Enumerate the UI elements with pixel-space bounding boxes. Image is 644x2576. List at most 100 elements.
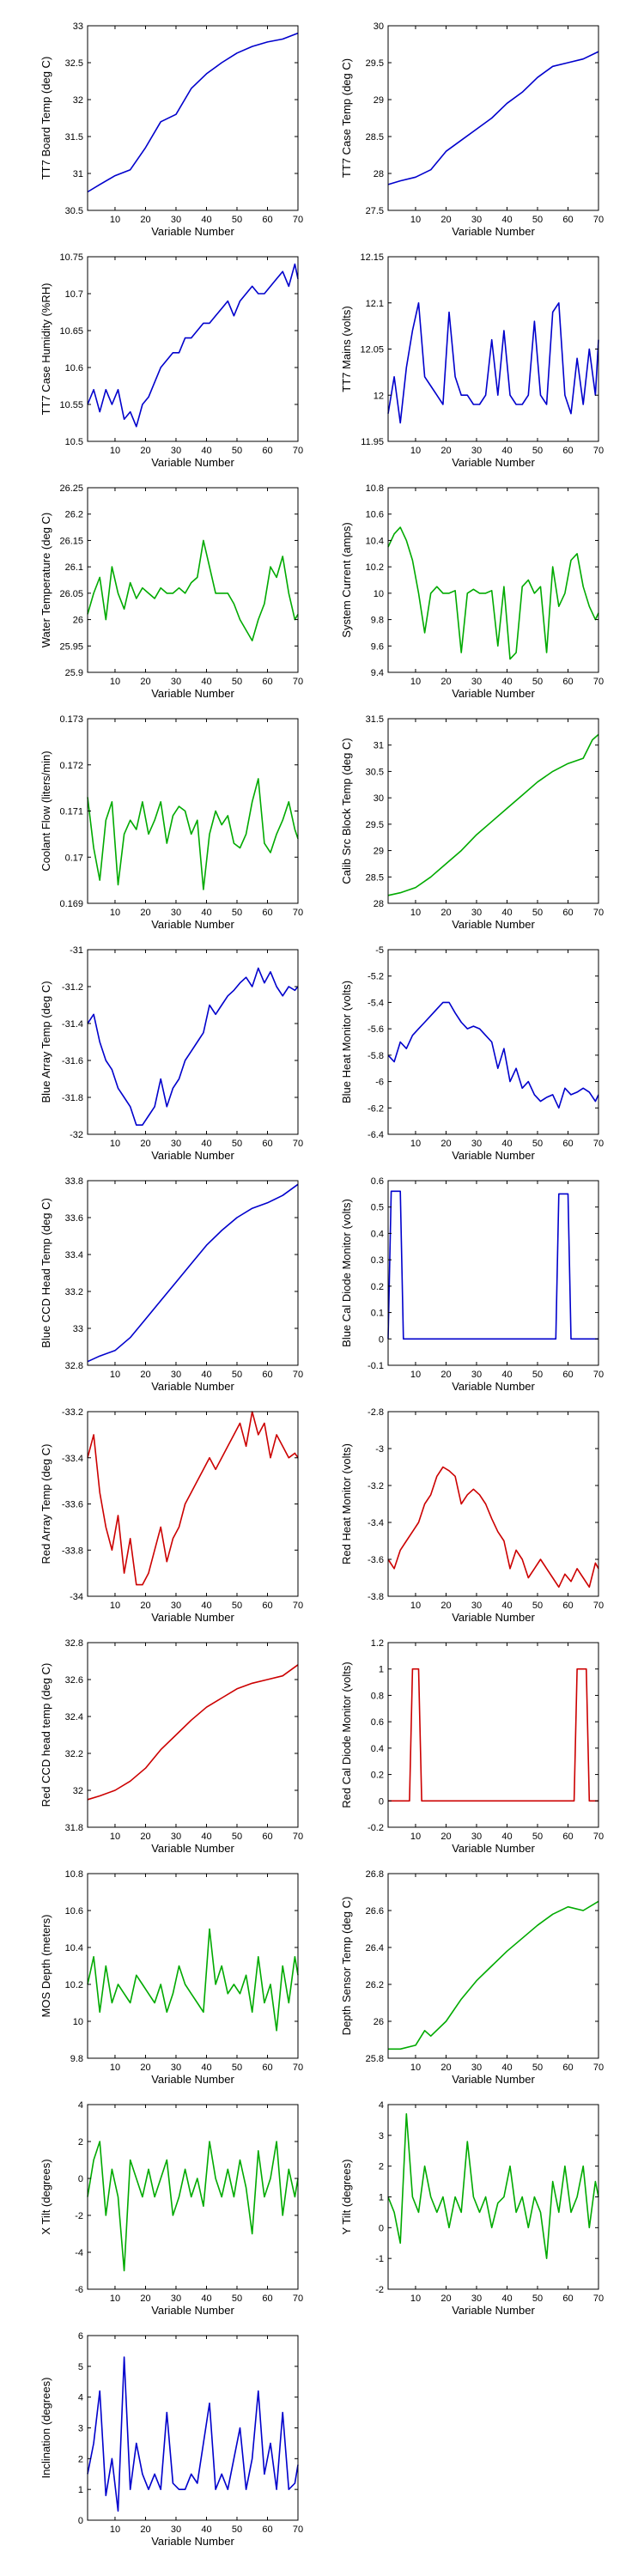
series-line — [87, 2356, 299, 2512]
plot-frame — [87, 949, 299, 1135]
x-tick-label: 20 — [140, 215, 150, 225]
series-line — [388, 1668, 598, 1802]
y-tick-label: 10.6 — [65, 363, 83, 374]
x-tick-label: 60 — [562, 1370, 573, 1380]
y-tick-label: 32.6 — [65, 1675, 83, 1686]
y-tick-label: -31.4 — [62, 1019, 83, 1030]
x-tick-label: 50 — [532, 677, 543, 687]
subplot-14: 10 20 30 40 50 60 70 -3.8 -3.6 -3.4 -3.2 -3 -2.8 Vari… — [340, 1407, 604, 1624]
y-tick-label: 2 — [78, 2454, 83, 2464]
x-tick-label: 50 — [232, 2524, 242, 2535]
y-tick-label: 10.6 — [366, 510, 384, 520]
y-tick-label: 0.1 — [371, 1309, 384, 1319]
x-tick-label: 10 — [410, 1601, 421, 1611]
plot-frame — [387, 1180, 599, 1366]
x-tick-label: 20 — [440, 908, 451, 918]
x-tick-label: 40 — [501, 677, 512, 687]
x-tick-label: 70 — [593, 1139, 604, 1149]
x-tick-label: 30 — [171, 2293, 181, 2304]
y-tick-label: 31 — [374, 741, 384, 751]
y-axis-label: Blue Array Temp (deg C) — [39, 981, 52, 1103]
y-tick-label: -6.4 — [368, 1130, 384, 1140]
y-tick-label: -3.8 — [368, 1592, 384, 1602]
y-axis-label: MOS Depth (meters) — [39, 1915, 52, 2018]
y-tick-label: 2 — [78, 2137, 83, 2148]
subplot-12: 10 20 30 40 50 60 70 -0.1 0 0.1 0.2 0.3 0.4 0.5 0.6 Var… — [340, 1176, 604, 1393]
y-tick-label: -6.2 — [368, 1103, 384, 1114]
x-tick-label: 40 — [201, 446, 211, 456]
y-tick-label: 0.17 — [65, 853, 83, 863]
y-tick-label: 26 — [374, 2017, 384, 2027]
y-tick-label: 10.7 — [65, 289, 83, 300]
y-axis-label: Coolant Flow (liters/min) — [39, 750, 52, 871]
x-tick-label: 20 — [140, 2524, 150, 2535]
y-tick-label: 32.8 — [65, 1361, 83, 1371]
y-tick-label: 11.95 — [361, 437, 384, 447]
x-tick-label: 10 — [110, 1601, 120, 1611]
x-tick-label: 60 — [562, 1139, 573, 1149]
y-tick-label: 27.5 — [366, 206, 384, 216]
x-tick-label: 20 — [440, 1370, 451, 1380]
y-tick-label: 10.8 — [366, 483, 384, 494]
subplot-1: 10 20 30 40 50 60 70 30.5 31 31.5 32 32.5 33 Variable… — [39, 21, 303, 238]
y-tick-label: 31.8 — [65, 1823, 83, 1833]
x-tick-label: 70 — [293, 2524, 303, 2535]
y-tick-label: 30.5 — [366, 767, 384, 777]
y-axis-label: Red Heat Monitor (volts) — [340, 1443, 353, 1564]
x-tick-label: 10 — [110, 2063, 120, 2073]
y-tick-label: 9.6 — [371, 641, 384, 652]
x-tick-label: 20 — [440, 2063, 451, 2073]
x-tick-label: 40 — [201, 2293, 211, 2304]
x-axis-label: Variable Number — [151, 456, 234, 469]
x-tick-label: 60 — [262, 1832, 272, 1842]
x-tick-label: 10 — [110, 2293, 120, 2304]
subplot-21: 10 20 30 40 50 60 70 0 1 2 3 4 5 6 Variable Number Incl… — [39, 2331, 303, 2548]
x-tick-label: 40 — [501, 1832, 512, 1842]
x-axis-label: Variable Number — [151, 2304, 234, 2317]
x-tick-label: 10 — [110, 2524, 120, 2535]
x-axis-label: Variable Number — [452, 2073, 535, 2086]
x-tick-label: 20 — [140, 1832, 150, 1842]
x-tick-label: 10 — [410, 215, 421, 225]
subplot-17: 10 20 30 40 50 60 70 9.8 10 10.2 10.4 10.6 10.8 Varia… — [39, 1869, 303, 2086]
y-tick-label: 26.4 — [366, 1943, 384, 1953]
x-tick-label: 30 — [171, 1832, 181, 1842]
y-tick-label: 30.5 — [65, 206, 83, 216]
x-tick-label: 10 — [410, 908, 421, 918]
x-tick-label: 30 — [171, 215, 181, 225]
x-tick-label: 40 — [201, 215, 211, 225]
y-tick-label: -33.6 — [62, 1500, 83, 1510]
plot-frame — [387, 25, 599, 211]
x-tick-label: 50 — [532, 1370, 543, 1380]
y-tick-label: 10.5 — [65, 437, 83, 447]
x-axis-label: Variable Number — [452, 1842, 535, 1855]
y-tick-label: 32.4 — [65, 1712, 83, 1722]
x-tick-label: 60 — [262, 2524, 272, 2535]
y-tick-label: 4 — [78, 2100, 83, 2111]
y-axis-label: Red Cal Diode Monitor (volts) — [340, 1662, 353, 1808]
x-tick-label: 20 — [440, 2293, 451, 2304]
x-axis-label: Variable Number — [452, 687, 535, 700]
x-tick-label: 40 — [501, 215, 512, 225]
x-tick-label: 20 — [440, 215, 451, 225]
x-tick-label: 70 — [593, 1601, 604, 1611]
y-tick-label: 10.2 — [366, 562, 384, 573]
x-tick-label: 70 — [293, 908, 303, 918]
x-tick-label: 10 — [110, 1139, 120, 1149]
y-tick-label: -33.4 — [62, 1454, 83, 1464]
subplot-7: 10 20 30 40 50 60 70 0.169 0.17 0.171 0.172 0.173 Va… — [39, 714, 303, 931]
y-tick-label: 10.6 — [65, 1906, 83, 1917]
y-axis-label: TT7 Board Temp (deg C) — [39, 57, 52, 180]
y-axis-label: TT7 Case Temp (deg C) — [340, 58, 353, 178]
y-tick-label: 0.6 — [371, 1176, 384, 1187]
x-tick-label: 60 — [262, 1601, 272, 1611]
x-tick-label: 10 — [410, 2063, 421, 2073]
x-tick-label: 70 — [593, 677, 604, 687]
y-tick-label: 9.8 — [371, 616, 384, 626]
y-tick-label: 29 — [374, 95, 384, 106]
y-tick-label: -5.4 — [368, 998, 384, 1008]
x-tick-label: 30 — [171, 2063, 181, 2073]
subplot-10: 10 20 30 40 50 60 70 -6.4 -6.2 -6 -5.8 -5.6 -5.4 -5.2… — [340, 945, 604, 1162]
y-axis-label: Inclination (degrees) — [39, 2378, 52, 2479]
